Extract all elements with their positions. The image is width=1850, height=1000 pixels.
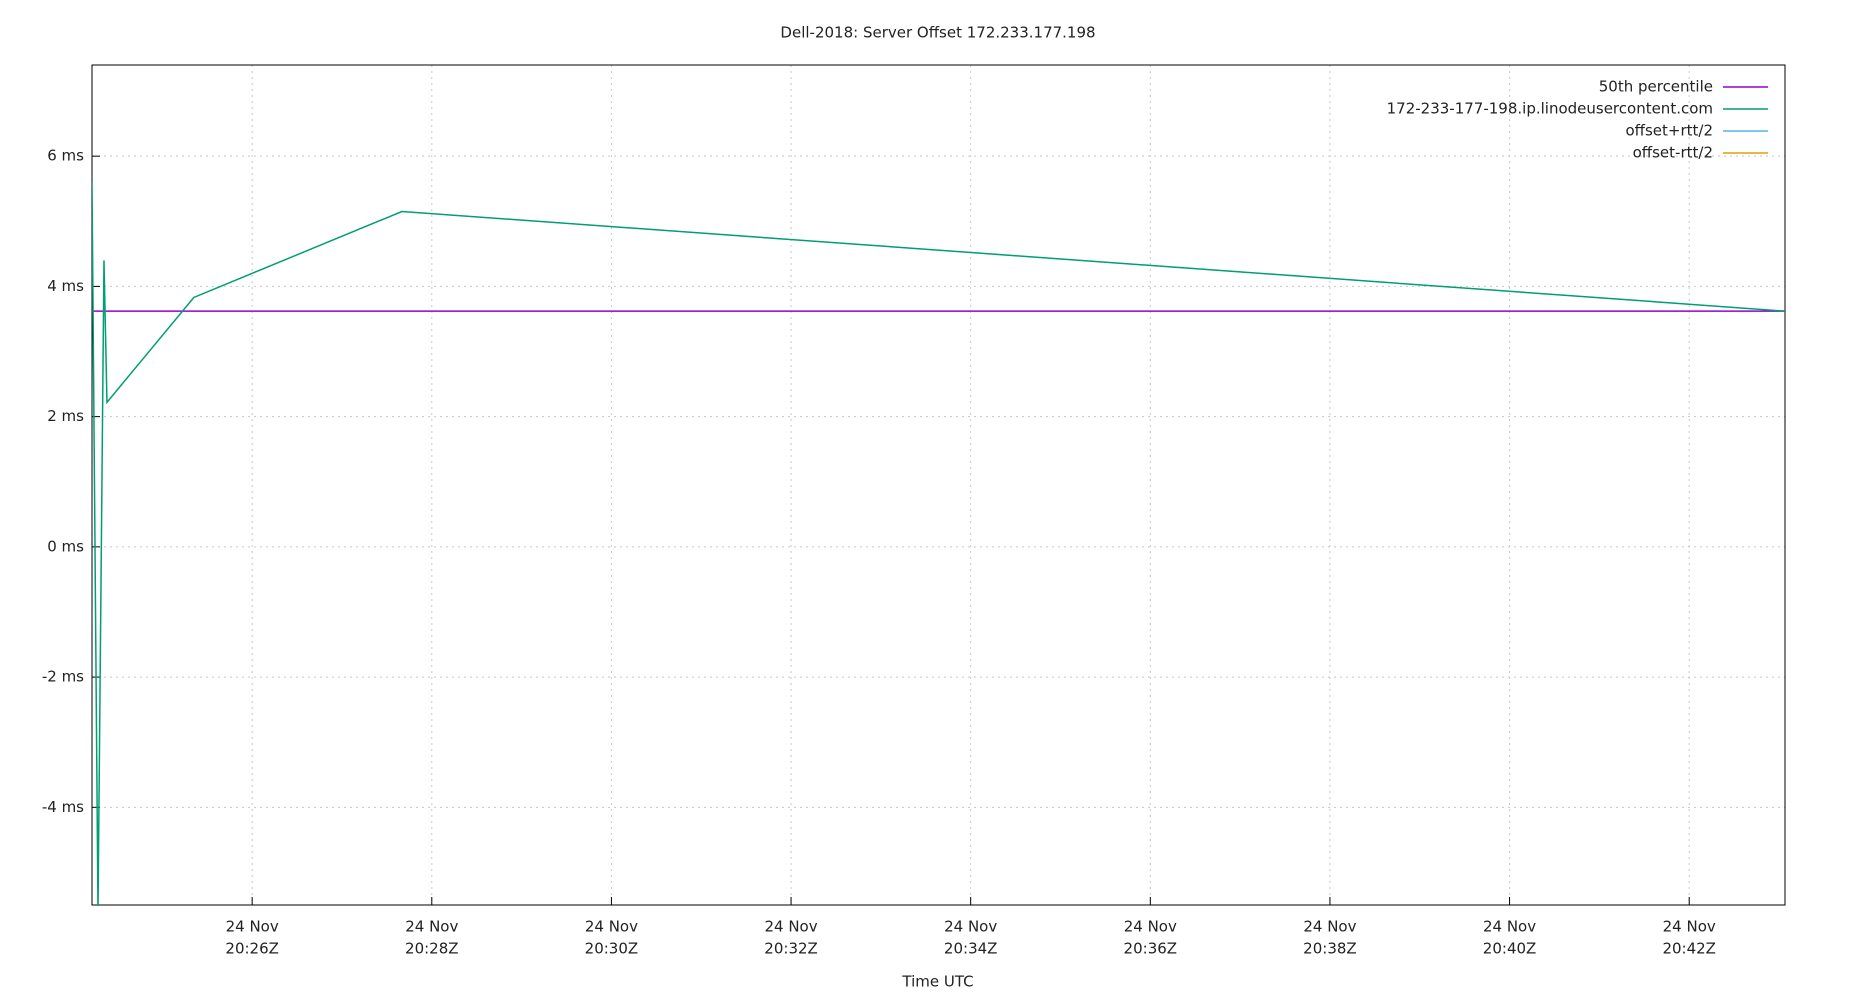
y-tick-label: 0 ms [47, 537, 84, 555]
x-tick-label: 24 Nov [1124, 918, 1177, 936]
x-tick-label: 20:36Z [1124, 940, 1178, 958]
legend-label: 50th percentile [1599, 78, 1713, 96]
chart-title: Dell-2018: Server Offset 172.233.177.198 [780, 24, 1095, 42]
y-tick-label: 6 ms [47, 147, 84, 165]
x-tick-label: 24 Nov [1483, 918, 1536, 936]
legend-label: offset+rtt/2 [1625, 122, 1713, 140]
x-axis-label: Time UTC [901, 973, 973, 991]
x-tick-label: 24 Nov [226, 918, 279, 936]
x-tick-label: 24 Nov [764, 918, 817, 936]
x-tick-label: 24 Nov [944, 918, 997, 936]
x-tick-label: 20:30Z [585, 940, 639, 958]
legend-label: offset-rtt/2 [1633, 144, 1713, 162]
x-tick-label: 24 Nov [1663, 918, 1716, 936]
x-tick-label: 24 Nov [405, 918, 458, 936]
x-tick-label: 20:26Z [225, 940, 279, 958]
x-tick-label: 20:32Z [764, 940, 818, 958]
plot-frame [91, 64, 1786, 906]
y-tick-label: -4 ms [42, 798, 84, 816]
x-tick-label: 20:28Z [405, 940, 459, 958]
series-line [92, 182, 1785, 905]
x-tick-label: 24 Nov [585, 918, 638, 936]
x-tick-label: 20:38Z [1303, 940, 1357, 958]
y-tick-label: 4 ms [47, 277, 84, 295]
x-tick-label: 20:42Z [1662, 940, 1716, 958]
legend-label: 172-233-177-198.ip.linodeusercontent.com [1387, 100, 1713, 118]
x-tick-label: 24 Nov [1303, 918, 1356, 936]
x-tick-label: 20:40Z [1483, 940, 1537, 958]
x-tick-label: 20:34Z [944, 940, 998, 958]
y-tick-label: -2 ms [42, 668, 84, 686]
y-tick-label: 2 ms [47, 407, 84, 425]
